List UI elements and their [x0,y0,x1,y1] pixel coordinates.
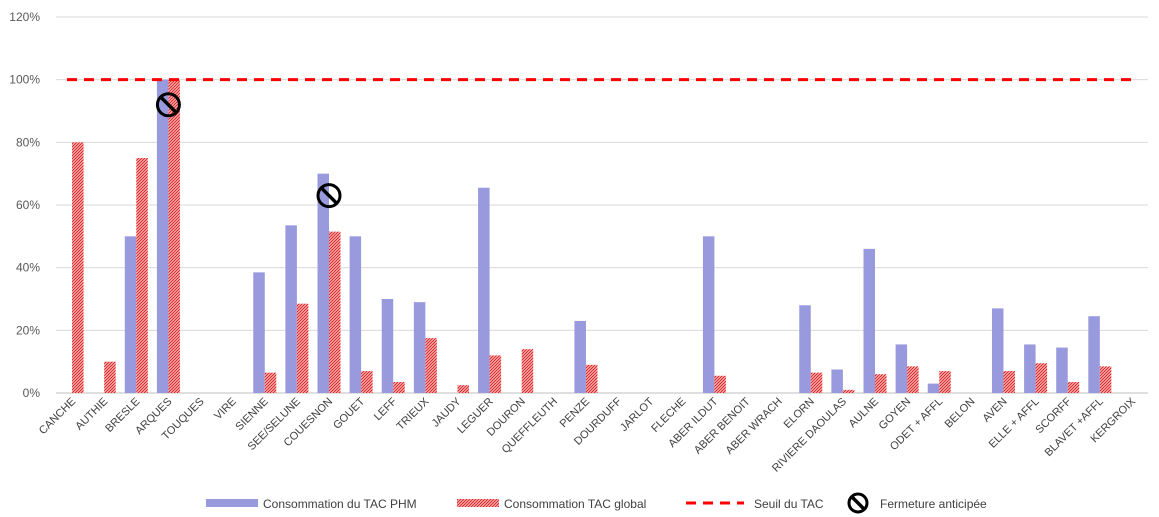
bar-tac-global [168,79,180,394]
legend-item-tac-phm: Consommation du TAC PHM [206,497,417,511]
x-tick-label: ABER WRACH [724,396,785,457]
closure-markers [155,92,342,209]
y-axis: 0% 20% 40% 60% 80% 100% 120% [9,10,40,400]
legend-label: Consommation du TAC PHM [263,497,417,511]
bar-tac-global [939,371,951,393]
bar-tac-global [104,361,116,393]
bar-tac-phm [927,383,940,393]
y-tick-label: 120% [9,10,40,24]
bar-tac-global [810,372,823,393]
bar-tac-phm [1088,316,1100,393]
legend-label: Seuil du TAC [754,497,824,511]
bar-tac-phm [253,272,265,393]
bar-tac-phm [831,369,843,393]
x-tick-label: QUEFFLEUTH [500,396,560,456]
legend-prohibited-icon [847,492,869,514]
bar-tac-global [907,366,919,393]
bar-tac-global [393,382,405,393]
y-tick-label: 60% [16,198,40,212]
x-tick-label: VIRE [212,396,239,423]
x-tick-label: BLAVET +AFFL [1043,396,1106,459]
x-tick-label: TRIEUX [394,395,431,432]
closure-marker-icon [316,183,342,209]
y-tick-label: 0% [23,386,41,400]
x-tick-label: AULNE [847,396,881,430]
bar-tac-phm [124,236,137,393]
bar-tac-phm [574,320,586,393]
legend: Consommation du TAC PHM Consommation TAC … [206,492,987,514]
bar-tac-global [136,158,148,393]
legend-swatch [457,499,499,507]
bar-tac-global [1067,382,1080,393]
legend-item-tac-global: Consommation TAC global [457,497,646,511]
legend-item-closure: Fermeture anticipée [847,492,987,514]
bar-tac-phm [895,344,908,393]
bar-tac-global [264,372,277,393]
bar-tac-global [72,142,84,393]
bar-tac-global [585,364,598,393]
bars [72,79,1112,394]
bar-tac-global [296,303,309,393]
bar-tac-phm [702,236,715,393]
bar-tac-phm [349,236,362,393]
bar-tac-global [714,375,726,393]
y-tick-label: 20% [16,323,40,337]
bar-tac-phm [1024,344,1036,393]
gridlines [56,16,1148,394]
bar-tac-global [521,349,534,393]
bar-tac-phm [1056,347,1068,393]
legend-item-threshold: Seuil du TAC [686,497,824,511]
bar-tac-phm [317,173,329,393]
x-tick-label: BELON [943,396,978,431]
bar-tac-phm [381,299,394,393]
y-tick-label: 100% [9,73,40,87]
bar-tac-phm [991,308,1004,393]
y-tick-label: 80% [16,135,40,149]
bar-tac-global [1003,371,1015,393]
bar-tac-phm [285,225,297,393]
legend-label: Fermeture anticipée [880,497,987,511]
bar-tac-global [875,374,887,393]
bar-tac-global [329,231,341,393]
x-tick-label: AVEN [981,396,1010,425]
legend-label: Consommation TAC global [504,497,646,511]
x-tick-label: GOUET [331,395,367,431]
bar-tac-global [457,385,469,393]
bar-tac-global [1099,366,1112,393]
x-tick-label: CANCHE [37,396,78,437]
x-tick-label: LEFF [372,395,400,423]
legend-swatch [206,499,258,507]
bar-tac-phm [799,305,811,393]
bar-tac-global [361,371,373,393]
bar-tac-phm [863,248,875,393]
bar-tac-phm [156,79,169,394]
y-tick-label: 40% [16,261,40,275]
bar-tac-global [1035,363,1048,393]
bar-tac-phm [478,187,490,393]
closure-marker-icon [155,92,181,118]
bar-tac-global [842,389,855,393]
bar-tac-phm [413,302,426,393]
x-tick-label: ABER BENOIT [692,395,753,456]
bar-tac-global [425,338,437,393]
bar-tac-global [489,355,502,393]
